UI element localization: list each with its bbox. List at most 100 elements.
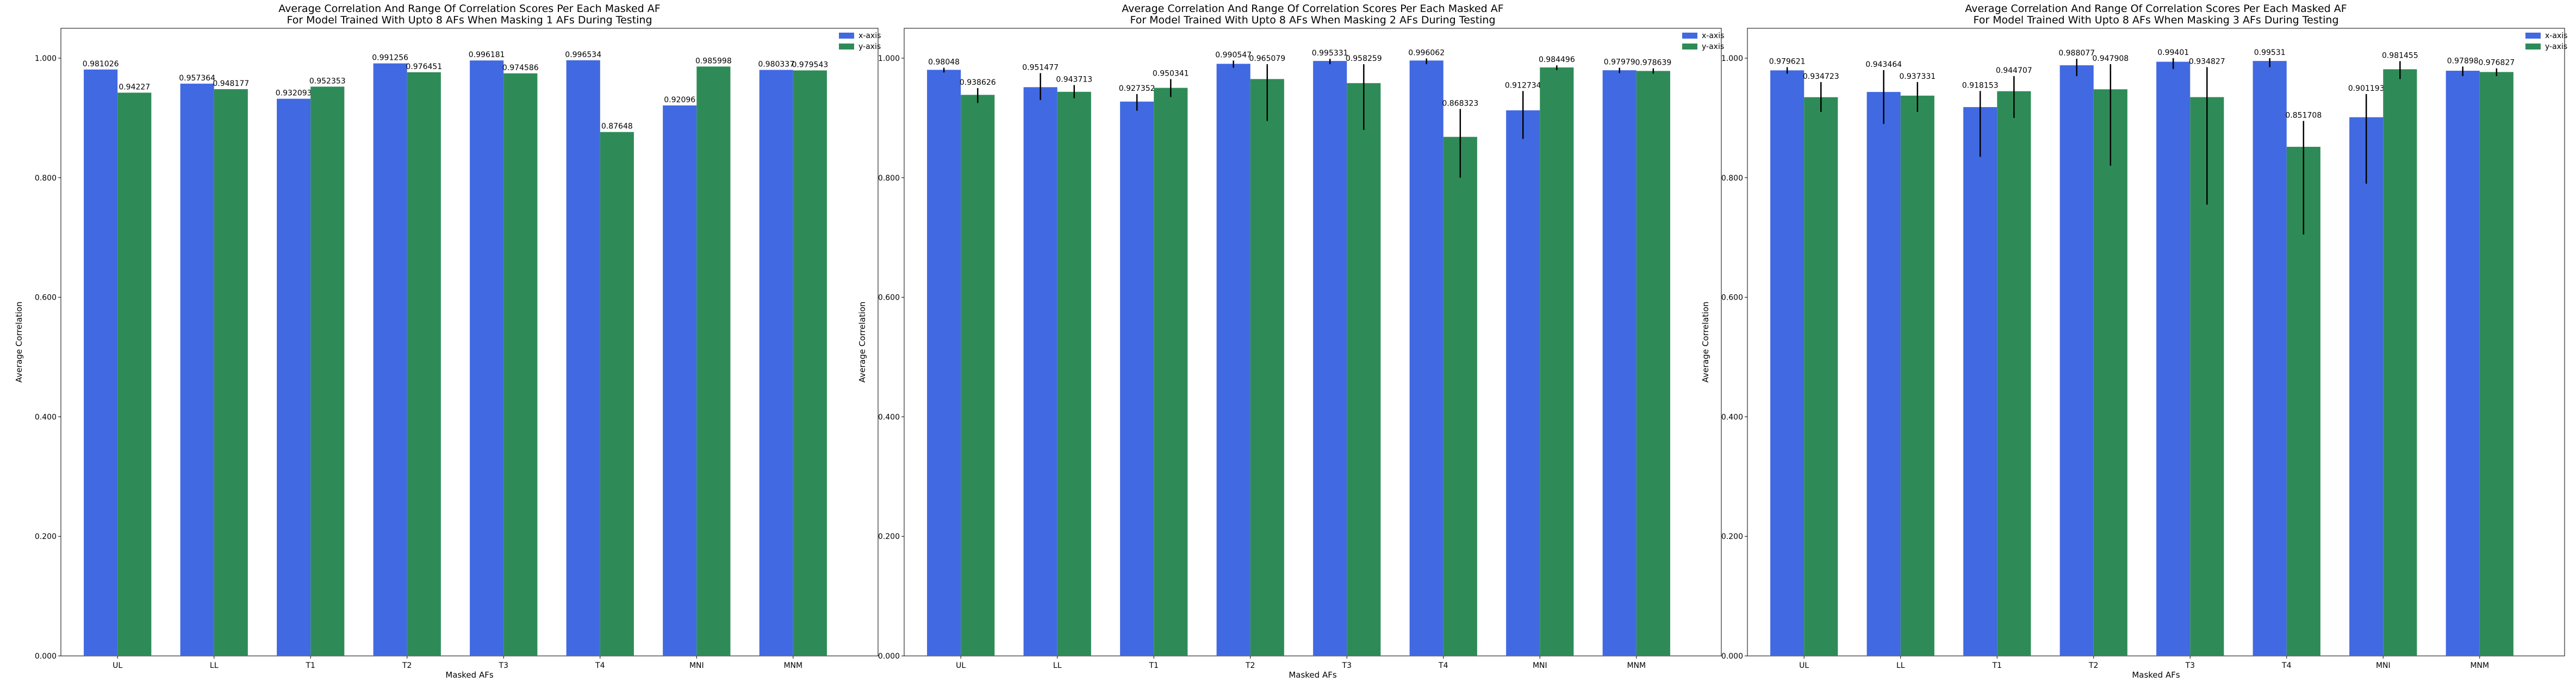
x-tick-label: MNM <box>1627 661 1646 670</box>
x-tick-label: T2 <box>402 661 412 670</box>
bar-x-axis-MNI <box>2349 117 2384 656</box>
chart-subtitle: For Model Trained With Upto 8 AFs When M… <box>1973 14 2338 26</box>
x-tick-label: UL <box>1799 661 1809 670</box>
bar-y-axis-MNM <box>1636 71 1670 656</box>
data-label-y-axis-MNM: 0.979543 <box>792 60 828 69</box>
y-axis-label: Average Correlation <box>1701 301 1710 382</box>
y-tick-label: 0.400 <box>878 413 900 422</box>
chart-title: Average Correlation And Range Of Correla… <box>1122 3 1503 15</box>
x-tick-label: MNI <box>689 661 704 670</box>
data-label-y-axis-LL: 0.948177 <box>213 79 249 88</box>
data-label-y-axis-MNI: 0.981455 <box>2382 51 2418 60</box>
bar-x-axis-UL <box>1770 70 1805 656</box>
data-label-y-axis-T3: 0.934827 <box>2189 57 2225 66</box>
legend-swatch-y-axis <box>2525 44 2541 49</box>
data-label-x-axis-T2: 0.988077 <box>2058 49 2095 58</box>
bar-x-axis-LL <box>180 83 214 656</box>
x-tick-label: T4 <box>1438 661 1448 670</box>
data-label-x-axis-LL: 0.957364 <box>179 74 215 83</box>
x-tick-label: LL <box>1896 661 1905 670</box>
chart-title: Average Correlation And Range Of Correla… <box>278 3 660 15</box>
bar-x-axis-T1 <box>277 98 311 656</box>
legend-label-x-axis: x-axis <box>1702 32 1724 40</box>
bar-x-axis-LL <box>1866 92 1901 656</box>
y-tick-label: 0.600 <box>1721 294 1743 302</box>
y-tick-label: 0.200 <box>1721 532 1743 541</box>
chart-subtitle: For Model Trained With Upto 8 AFs When M… <box>287 14 652 26</box>
bar-y-axis-T3 <box>1347 83 1381 656</box>
data-label-y-axis-MNI: 0.985998 <box>695 57 732 65</box>
bar-y-axis-T4 <box>1443 137 1477 656</box>
x-tick-label: MNM <box>783 661 802 670</box>
y-tick-label: 1.000 <box>1721 54 1743 63</box>
data-label-x-axis-T1: 0.932093 <box>276 89 312 98</box>
chart-subtitle: For Model Trained With Upto 8 AFs When M… <box>1130 14 1495 26</box>
bar-y-axis-UL <box>961 95 995 656</box>
x-tick-label: UL <box>956 661 966 670</box>
data-label-y-axis-T1: 0.952353 <box>309 77 346 85</box>
data-label-y-axis-T4: 0.868323 <box>1442 99 1478 108</box>
data-label-x-axis-UL: 0.979621 <box>1769 57 1806 66</box>
chart-panel-3: Average Correlation And Range Of Correla… <box>1701 3 2567 680</box>
x-tick-label: MNI <box>1533 661 1547 670</box>
bar-y-axis-UL <box>1804 97 1838 656</box>
plot-frame <box>1747 28 2565 656</box>
x-tick-label: MNM <box>2470 661 2489 670</box>
data-label-y-axis-T1: 0.944707 <box>1996 66 2032 75</box>
bar-y-axis-T1 <box>1997 91 2031 656</box>
bar-x-axis-MNM <box>2446 71 2480 656</box>
y-tick-label: 0.000 <box>35 652 57 661</box>
bar-y-axis-LL <box>1900 95 1934 656</box>
data-label-y-axis-UL: 0.94227 <box>119 83 150 91</box>
legend-label-x-axis: x-axis <box>858 32 881 40</box>
bar-y-axis-MNM <box>793 70 827 656</box>
data-label-x-axis-T3: 0.996181 <box>469 51 505 59</box>
y-tick-label: 0.000 <box>1721 652 1743 661</box>
y-tick-label: 0.800 <box>35 174 57 183</box>
bar-x-axis-T4 <box>566 60 600 656</box>
y-tick-label: 0.600 <box>35 294 57 302</box>
x-tick-label: UL <box>113 661 122 670</box>
bar-x-axis-T4 <box>2253 61 2287 656</box>
y-tick-label: 0.600 <box>878 294 900 302</box>
data-label-y-axis-LL: 0.937331 <box>1899 72 1936 81</box>
x-tick-label: T4 <box>2281 661 2292 670</box>
bar-x-axis-MNI <box>663 105 697 656</box>
legend-swatch-x-axis <box>839 33 854 39</box>
data-label-x-axis-T3: 0.99401 <box>2157 48 2189 57</box>
data-label-y-axis-T4: 0.851708 <box>2285 111 2322 120</box>
data-label-x-axis-T1: 0.918153 <box>1962 81 1999 90</box>
chart-panel-1: Average Correlation And Range Of Correla… <box>14 3 881 680</box>
data-label-x-axis-UL: 0.981026 <box>83 60 119 69</box>
data-label-x-axis-LL: 0.943464 <box>1865 60 1902 69</box>
chart-panel-2: Average Correlation And Range Of Correla… <box>857 3 1724 680</box>
x-tick-label: LL <box>1053 661 1062 670</box>
x-tick-label: T1 <box>1992 661 2001 670</box>
legend-swatch-y-axis <box>839 44 854 49</box>
x-axis-label: Masked AFs <box>1289 670 1337 680</box>
y-tick-label: 1.000 <box>35 54 57 63</box>
bar-y-axis-T2 <box>2093 89 2127 656</box>
data-label-y-axis-LL: 0.943713 <box>1056 75 1092 84</box>
legend-label-y-axis: y-axis <box>858 42 881 51</box>
data-label-x-axis-LL: 0.951477 <box>1022 63 1059 72</box>
bar-y-axis-LL <box>214 89 248 656</box>
bar-x-axis-T2 <box>1216 64 1250 656</box>
data-label-x-axis-T2: 0.991256 <box>372 54 408 63</box>
x-tick-label: LL <box>210 661 219 670</box>
y-axis-label: Average Correlation <box>14 301 24 382</box>
data-label-x-axis-MNM: 0.97898 <box>2447 57 2479 65</box>
bar-y-axis-LL <box>1057 91 1091 656</box>
x-axis-label: Masked AFs <box>445 670 494 680</box>
bar-x-axis-MNM <box>1602 70 1637 656</box>
data-label-y-axis-UL: 0.934723 <box>1803 72 1839 81</box>
data-label-y-axis-T2: 0.947908 <box>2092 54 2129 63</box>
data-label-x-axis-T4: 0.99531 <box>2254 48 2286 57</box>
bar-x-axis-MNI <box>1506 110 1540 656</box>
bar-x-axis-LL <box>1023 87 1057 656</box>
x-tick-label: T2 <box>1245 661 1255 670</box>
data-label-x-axis-MNM: 0.97979 <box>1604 58 1635 67</box>
bar-x-axis-UL <box>84 69 118 656</box>
data-label-y-axis-MNM: 0.978639 <box>1635 59 1671 67</box>
